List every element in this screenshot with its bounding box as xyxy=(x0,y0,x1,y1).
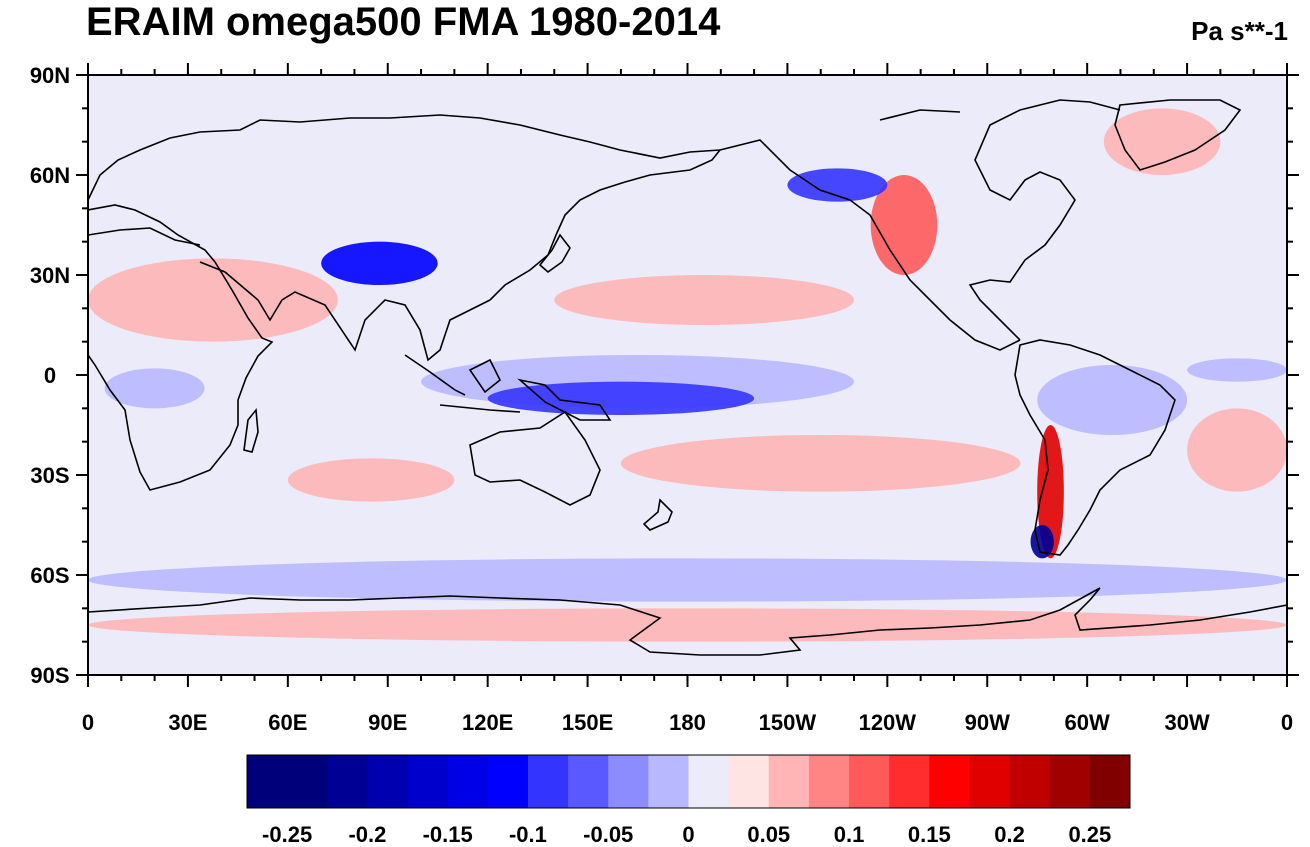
coastline-south-america xyxy=(1014,339,1176,556)
field-region xyxy=(104,368,205,409)
colorbar-swatch xyxy=(849,755,890,808)
colorbar-swatch xyxy=(287,755,328,808)
coastlines xyxy=(88,99,1287,656)
colorbar-swatch xyxy=(1009,755,1051,808)
colorbar-tick-label: 0.15 xyxy=(908,822,951,847)
lon-tick-label: 120W xyxy=(859,710,917,735)
colorbar-swatch xyxy=(929,755,970,808)
colorbar-tick-label: -0.2 xyxy=(348,822,386,847)
lon-tick-label: 0 xyxy=(1281,710,1293,735)
colorbar-swatch xyxy=(247,755,288,808)
latitude-axis: 90N 60N 30N 0 30S 60S 90S xyxy=(30,63,1299,688)
field-region xyxy=(1187,408,1287,492)
lon-tick-label: 180 xyxy=(669,710,706,735)
lat-tick-label: 0 xyxy=(44,363,56,388)
map-title: ERAIM omega500 FMA 1980-2014 xyxy=(86,0,721,44)
field-region xyxy=(787,168,888,202)
field-region xyxy=(321,241,438,285)
field-region xyxy=(870,175,938,275)
colorbar-tick-label: 0 xyxy=(682,822,694,847)
field-region xyxy=(1187,358,1287,382)
colorbar: -0.25 -0.2 -0.15 -0.1 -0.05 0 0.05 0.1 0.15 0.2 0.… xyxy=(246,754,1131,847)
field-region xyxy=(88,558,1287,602)
colorbar-tick-label: -0.15 xyxy=(423,822,473,847)
lat-tick-label: 90S xyxy=(30,663,69,688)
colorbar-swatch xyxy=(1049,755,1091,808)
lon-tick-label: 150E xyxy=(562,710,613,735)
lon-tick-label: 90E xyxy=(368,710,407,735)
field-region xyxy=(620,435,1021,492)
lon-tick-label: 60E xyxy=(268,710,307,735)
colorbar-swatch xyxy=(608,755,649,808)
colorbar-swatch xyxy=(688,755,730,808)
colorbar-tick-label: 0.05 xyxy=(747,822,790,847)
units-label: Pa s**-1 xyxy=(1191,16,1288,46)
lon-tick-label: 150W xyxy=(759,710,817,735)
colorbar-tick-label: -0.25 xyxy=(262,822,312,847)
coastline-mediterranean xyxy=(88,227,201,246)
colorbar-tick-label: 0.2 xyxy=(994,822,1025,847)
lat-tick-label: 30N xyxy=(30,263,70,288)
colorbar-swatch xyxy=(407,755,449,808)
coastline-japan xyxy=(538,233,571,274)
colorbar-border xyxy=(246,754,1131,809)
field-region xyxy=(287,458,455,502)
coastline-madagascar xyxy=(243,407,259,453)
field-region xyxy=(1037,425,1064,559)
lon-tick-label: 60W xyxy=(1065,710,1110,735)
colorbar-tick-label: 0.25 xyxy=(1068,822,1111,847)
longitude-axis: 0 30E 60E 90E 120E 150E 180 150W 120W 90W 60W 30W 0 xyxy=(82,63,1293,735)
field-region xyxy=(1037,365,1188,435)
coastline-greenland xyxy=(1114,99,1242,171)
colorbar-swatch xyxy=(1089,755,1131,808)
lat-tick-label: 90N xyxy=(30,63,70,88)
colorbar-swatch xyxy=(447,755,489,808)
colorbar-swatch xyxy=(969,755,1011,808)
lon-tick-label: 0 xyxy=(82,710,94,735)
colorbar-swatch xyxy=(889,755,930,808)
coastline-north-america xyxy=(719,99,1121,351)
coastline-south-asia xyxy=(199,261,491,362)
lat-tick-label: 60S xyxy=(30,563,69,588)
lon-tick-label: 90W xyxy=(965,710,1010,735)
coastline-eurasia xyxy=(88,114,721,301)
lon-tick-label: 120E xyxy=(462,710,513,735)
lat-tick-label: 60N xyxy=(30,163,70,188)
lon-tick-label: 30E xyxy=(168,710,207,735)
colorbar-swatch xyxy=(808,755,850,808)
colorbar-swatch xyxy=(728,755,770,808)
lon-tick-label: 30W xyxy=(1164,710,1209,735)
omega-field xyxy=(88,108,1287,642)
coastline-indonesia xyxy=(404,354,612,421)
colorbar-swatch xyxy=(327,755,368,808)
colorbar-tick-label: -0.1 xyxy=(509,822,547,847)
field-region xyxy=(1103,108,1221,175)
colorbar-swatch xyxy=(367,755,409,808)
coastline-antarctica xyxy=(88,587,1287,656)
field-region xyxy=(88,258,338,342)
colorbar-swatch xyxy=(648,755,689,808)
coastline-australia xyxy=(469,410,601,506)
coastline-new-zealand xyxy=(642,498,673,531)
colorbar-tick-label: -0.05 xyxy=(583,822,633,847)
coastline-africa xyxy=(88,204,274,491)
colorbar-tick-label: 0.1 xyxy=(834,822,865,847)
colorbar-swatch xyxy=(568,755,609,808)
colorbar-swatch xyxy=(487,755,529,808)
colorbar-swatch xyxy=(527,755,569,808)
lat-tick-label: 30S xyxy=(30,463,69,488)
colorbar-swatch xyxy=(768,755,810,808)
field-region xyxy=(88,608,1287,642)
field-region xyxy=(554,275,855,325)
